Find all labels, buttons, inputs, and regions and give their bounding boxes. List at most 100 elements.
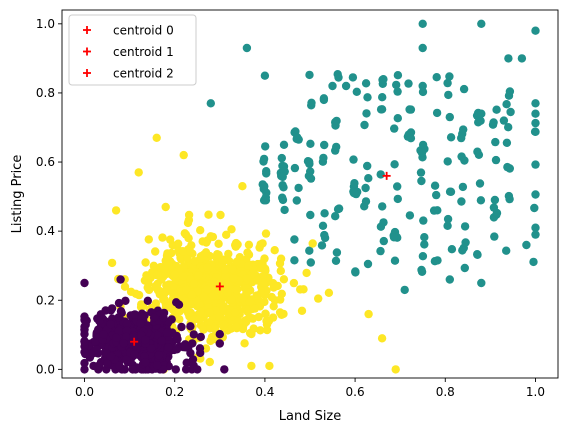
- scatter-point: [162, 286, 171, 295]
- scatter-point: [267, 292, 276, 302]
- scatter-point: [307, 98, 316, 108]
- scatter-point: [443, 214, 453, 224]
- scatter-point: [262, 325, 272, 335]
- legend-marker-plus-icon: [83, 69, 91, 77]
- scatter-point: [268, 279, 278, 288]
- scatter-point: [181, 343, 190, 352]
- y-axis-ticks: 0.0 0.2 0.4 0.6 0.8 1.0: [36, 17, 62, 376]
- scatter-point: [214, 239, 223, 248]
- x-tick-label: 0.2: [165, 385, 184, 399]
- scatter-point: [418, 43, 427, 53]
- scatter-point: [215, 339, 224, 348]
- scatter-point: [223, 288, 232, 298]
- scatter-point: [292, 196, 301, 205]
- scatter-point: [164, 343, 173, 352]
- scatter-point: [460, 156, 469, 165]
- scatter-point: [186, 348, 195, 358]
- scatter-point: [114, 326, 124, 336]
- scatter-point: [332, 248, 342, 257]
- scatter-point: [492, 105, 501, 114]
- scatter-point: [393, 194, 402, 204]
- scatter-point: [432, 73, 441, 82]
- scatter-point: [194, 271, 203, 280]
- scatter-point: [243, 307, 252, 316]
- scatter-point: [186, 300, 195, 309]
- centroid-marker-2: [382, 171, 391, 180]
- scatter-point: [473, 250, 482, 259]
- scatter-point: [290, 163, 300, 173]
- scatter-point: [260, 71, 270, 80]
- scatter-point: [506, 107, 515, 117]
- scatter-point: [169, 290, 178, 299]
- scatter-point: [232, 286, 241, 295]
- scatter-point: [184, 234, 193, 243]
- scatter-point: [166, 235, 175, 244]
- scatter-point: [378, 93, 387, 102]
- scatter-point: [331, 212, 340, 221]
- scatter-point: [294, 183, 303, 193]
- scatter-point: [206, 336, 215, 346]
- scatter-point: [107, 258, 117, 268]
- scatter-point: [459, 84, 469, 94]
- scatter-point: [182, 285, 191, 295]
- scatter-point: [289, 278, 299, 288]
- scatter-point: [80, 278, 89, 288]
- scatter-point: [188, 355, 198, 364]
- scatter-point: [259, 154, 269, 164]
- x-tick-label: 0.6: [346, 385, 365, 399]
- scatter-point: [416, 168, 426, 177]
- scatter-point: [96, 310, 106, 319]
- scatter-point: [443, 78, 452, 88]
- scatter-point: [261, 142, 270, 151]
- legend-marker-plus-icon: [83, 26, 91, 34]
- scatter-point: [319, 94, 329, 103]
- scatter-point: [364, 174, 373, 183]
- scatter-point: [230, 308, 240, 317]
- scatter-point: [308, 239, 317, 248]
- scatter-point: [270, 246, 279, 255]
- scatter-point: [474, 118, 483, 127]
- scatter-point: [80, 337, 89, 346]
- scatter-point: [249, 324, 258, 333]
- scatter-point: [216, 210, 225, 220]
- scatter-point: [141, 358, 150, 367]
- scatter-point: [474, 150, 484, 159]
- scatter-point: [122, 319, 132, 329]
- scatter-point: [297, 306, 307, 315]
- scatter-point: [504, 191, 514, 201]
- scatter-point: [376, 222, 386, 231]
- scatter-point: [106, 352, 116, 361]
- scatter-point: [120, 282, 130, 291]
- scatter-point: [177, 322, 186, 332]
- scatter-point: [238, 324, 248, 334]
- scatter-point: [352, 87, 361, 97]
- scatter-point: [490, 195, 500, 205]
- scatter-point: [199, 292, 209, 301]
- scatter-point: [183, 253, 192, 263]
- scatter-point: [196, 226, 205, 235]
- scatter-point: [302, 268, 311, 278]
- scatter-point: [261, 193, 270, 202]
- scatter-point: [158, 233, 167, 242]
- scatter-point: [214, 312, 224, 322]
- scatter-point: [279, 275, 289, 284]
- scatter-point: [317, 241, 327, 250]
- scatter-point: [128, 365, 137, 374]
- scatter-point: [143, 296, 152, 305]
- scatter-point: [130, 310, 140, 319]
- scatter-point: [94, 325, 103, 334]
- scatter-point: [176, 253, 185, 262]
- scatter-point: [114, 298, 124, 308]
- scatter-point: [461, 238, 470, 247]
- scatter-point: [245, 297, 254, 306]
- scatter-point: [189, 330, 198, 339]
- scatter-point: [531, 190, 540, 199]
- scatter-point: [153, 271, 162, 280]
- scatter-point: [224, 249, 233, 259]
- scatter-point: [278, 172, 287, 182]
- scatter-point: [252, 291, 261, 300]
- scatter-point: [244, 261, 253, 270]
- scatter-point: [260, 254, 269, 263]
- scatter-point: [504, 54, 513, 63]
- scatter-point: [531, 26, 540, 35]
